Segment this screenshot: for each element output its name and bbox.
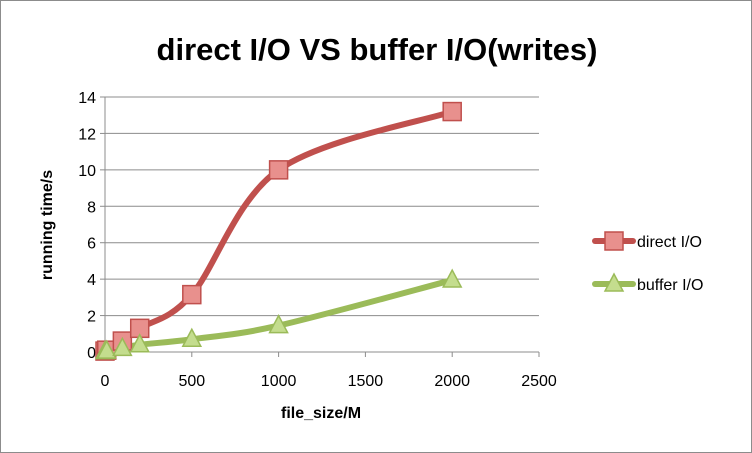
data-point-triangle bbox=[441, 268, 463, 288]
axes bbox=[100, 96, 540, 357]
y-tick-labels: 0 2 4 6 8 10 12 14 bbox=[78, 90, 96, 362]
x-tick-label: 2500 bbox=[521, 373, 557, 390]
data-point-square bbox=[442, 101, 462, 122]
data-point-triangle bbox=[181, 327, 203, 347]
x-tick-label: 2000 bbox=[434, 373, 470, 390]
chart-title: direct I/O VS buffer I/O(writes) bbox=[157, 32, 598, 67]
y-tick-label: 0 bbox=[87, 345, 96, 362]
y-tick-label: 6 bbox=[87, 236, 96, 253]
y-tick-label: 2 bbox=[87, 309, 96, 326]
y-tick-label: 10 bbox=[78, 163, 96, 180]
legend-label: buffer I/O bbox=[637, 277, 703, 294]
x-tick-label: 1500 bbox=[348, 373, 384, 390]
x-tick-label: 0 bbox=[101, 373, 110, 390]
data-point-triangle bbox=[112, 336, 133, 357]
y-tick-label: 8 bbox=[87, 199, 96, 216]
gridlines bbox=[105, 96, 539, 317]
data-point-triangle bbox=[96, 339, 117, 359]
x-tick-label: 1000 bbox=[261, 373, 297, 390]
x-axis-title: file_size/M bbox=[281, 405, 361, 422]
data-point-square bbox=[182, 284, 202, 305]
x-tick-label: 500 bbox=[178, 373, 205, 390]
data-point-square bbox=[268, 160, 289, 180]
legend-label: direct I/O bbox=[637, 234, 702, 251]
x-tick-labels: 0 500 1000 1500 2000 2500 bbox=[101, 373, 557, 390]
legend-marker-triangle bbox=[603, 272, 625, 292]
y-tick-label: 12 bbox=[78, 126, 96, 143]
y-axis-title: running time/s bbox=[39, 170, 56, 280]
y-tick-label: 4 bbox=[87, 272, 96, 289]
data-point-triangle bbox=[129, 333, 150, 353]
legend: direct I/O buffer I/O bbox=[592, 231, 703, 294]
data-point-triangle bbox=[268, 313, 289, 334]
y-tick-label: 14 bbox=[78, 90, 96, 107]
series-markers bbox=[94, 101, 463, 361]
legend-marker-square bbox=[604, 231, 624, 251]
